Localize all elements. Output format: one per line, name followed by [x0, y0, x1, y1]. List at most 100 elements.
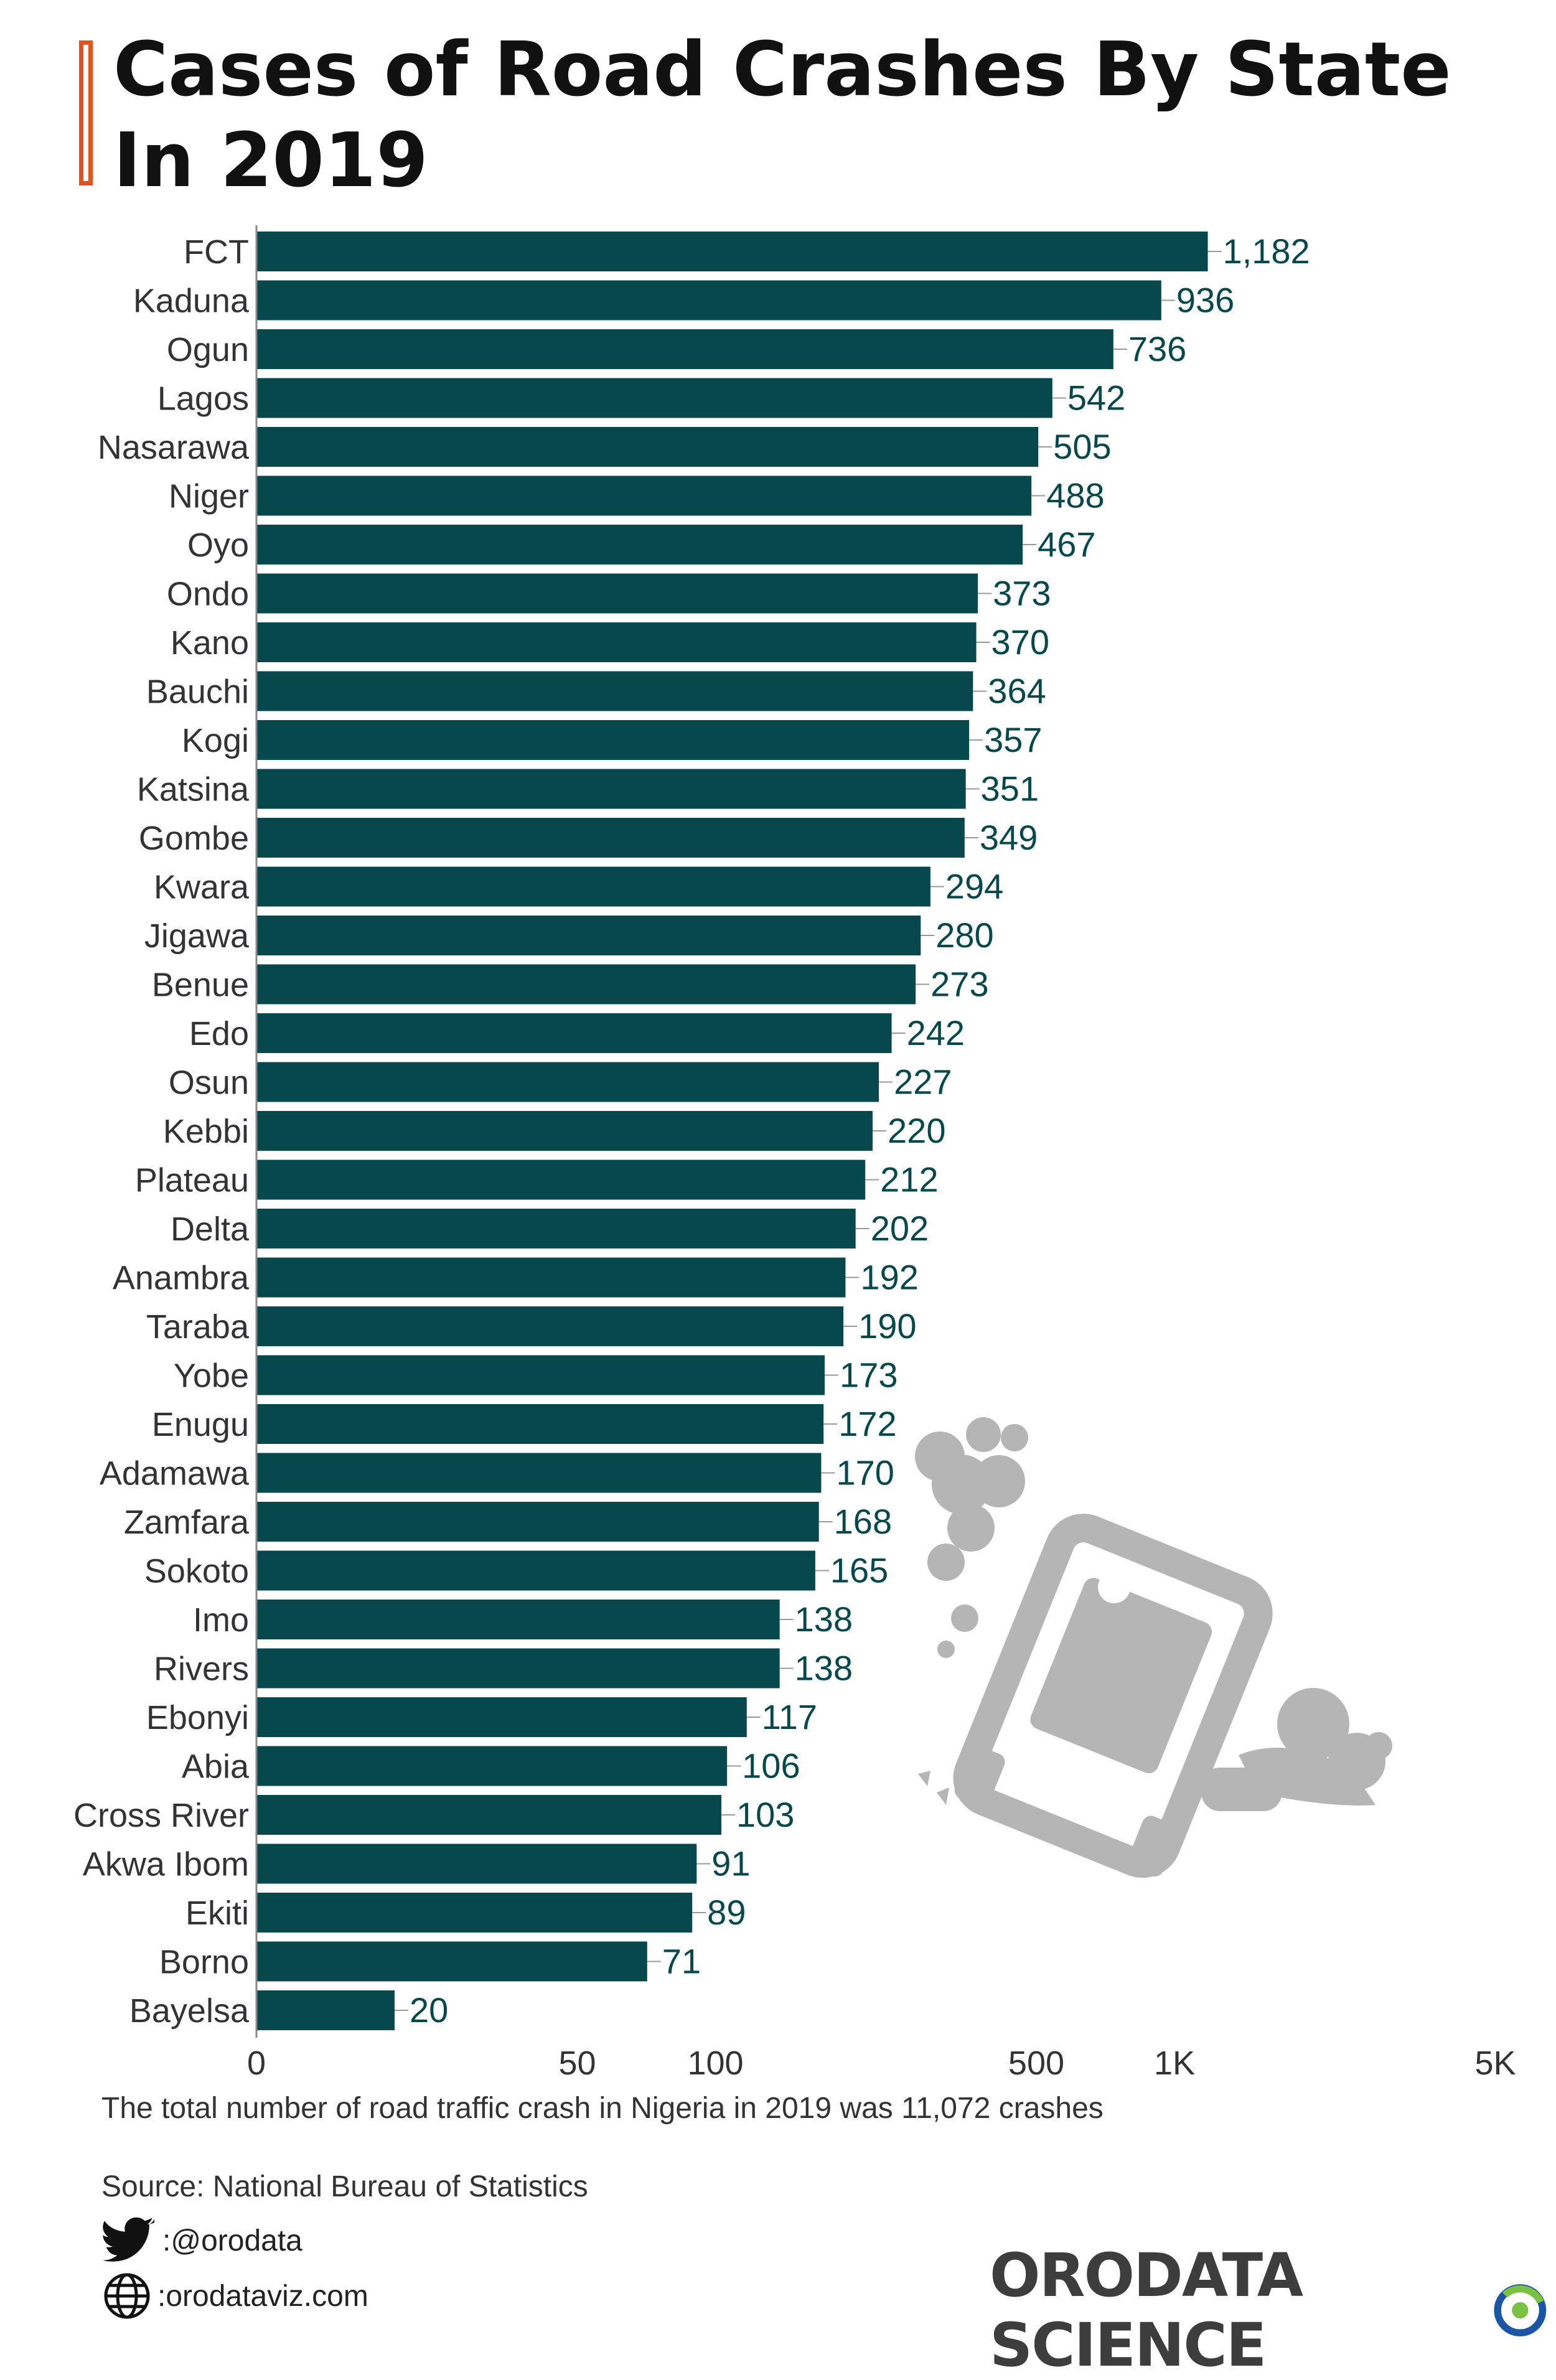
twitter-handle-text: :@orodata [162, 2224, 302, 2257]
value-label: 172 [838, 1404, 896, 1443]
brand-ring-icon [1494, 2284, 1547, 2336]
bar-kaduna [256, 280, 1161, 321]
value-label: 370 [991, 622, 1049, 662]
category-label: Osun [169, 1064, 249, 1102]
bar-kwara [256, 866, 930, 907]
value-label: 170 [836, 1453, 894, 1492]
bar-anambra [256, 1257, 846, 1298]
x-tick-label: 0 [247, 2045, 266, 2082]
value-label: 1,182 [1223, 232, 1310, 271]
category-label: Niger [169, 478, 249, 515]
bar-delta [256, 1209, 856, 1249]
bar-kano [256, 622, 977, 662]
value-label: 364 [988, 672, 1046, 711]
car-crash-illustration [915, 1417, 1392, 1878]
category-label: Delta [171, 1211, 250, 1248]
category-label: Zamfara [124, 1504, 250, 1541]
chart-title: Cases of Road Crashes By State In 2019 [113, 27, 1451, 204]
bar-zamfara [256, 1502, 819, 1542]
value-label: 373 [993, 574, 1051, 613]
bar-edo [256, 1013, 892, 1053]
value-label: 117 [762, 1697, 817, 1736]
value-label: 227 [894, 1062, 952, 1102]
bar-adamawa [256, 1453, 822, 1493]
x-tick-label: 1K [1154, 2045, 1195, 2082]
value-label: 173 [840, 1356, 898, 1395]
category-label: Sokoto [144, 1553, 249, 1590]
bar-rivers [256, 1648, 780, 1689]
bar-fct [256, 232, 1208, 271]
category-label: Benue [152, 967, 249, 1004]
category-label: Cross River [73, 1797, 249, 1834]
category-label: Rivers [154, 1651, 249, 1688]
x-tick-label: 100 [687, 2045, 743, 2082]
value-label: 736 [1128, 329, 1186, 368]
value-label: 242 [907, 1013, 965, 1052]
value-label: 71 [662, 1942, 701, 1981]
value-label: 190 [858, 1306, 916, 1346]
value-label: 357 [984, 720, 1042, 759]
bar-benue [256, 964, 916, 1005]
value-label: 91 [711, 1844, 750, 1883]
category-label: Ogun [167, 331, 249, 368]
bar-katsina [256, 769, 966, 809]
category-label: Katsina [137, 771, 250, 808]
category-label: Kwara [154, 869, 250, 906]
value-label: 192 [860, 1258, 918, 1297]
category-label: Anambra [113, 1260, 250, 1297]
value-label: 505 [1053, 427, 1111, 466]
x-tick-label: 500 [1008, 2045, 1064, 2082]
category-label: Borno [159, 1944, 249, 1981]
twitter-handle[interactable]: :@orodata [101, 2216, 302, 2265]
website-text: :orodataviz.com [157, 2279, 368, 2313]
category-label: Akwa Ibom [83, 1846, 249, 1883]
category-label: Ekiti [185, 1895, 249, 1932]
category-label: Ebonyi [146, 1699, 249, 1736]
value-label: 294 [945, 867, 1003, 906]
bar-enugu [256, 1404, 824, 1444]
value-label: 212 [880, 1160, 938, 1199]
category-label: Bauchi [146, 673, 249, 711]
x-tick-label: 5K [1474, 2045, 1516, 2082]
category-label: Enugu [152, 1406, 249, 1443]
value-label: 542 [1067, 378, 1125, 418]
bar-niger [256, 476, 1032, 516]
value-label: 280 [935, 916, 993, 955]
value-label: 138 [795, 1649, 853, 1688]
value-label: 273 [930, 965, 988, 1004]
bar-osun [256, 1062, 879, 1102]
bar-taraba [256, 1306, 844, 1346]
value-label: 202 [871, 1209, 929, 1248]
value-label: 351 [981, 769, 1039, 808]
brand-logo: ORODATA SCIENCE [990, 2241, 1556, 2380]
bar-oyo [256, 525, 1023, 565]
bar-ondo [256, 573, 978, 614]
bar-imo [256, 1600, 780, 1639]
category-label: Gombe [139, 820, 249, 857]
category-label: Ondo [167, 576, 249, 613]
value-label: 103 [736, 1795, 794, 1834]
category-label: Taraba [146, 1308, 250, 1346]
value-label: 20 [410, 1990, 448, 2030]
bar-kebbi [256, 1111, 873, 1151]
category-label: FCT [184, 233, 249, 271]
category-label: Bayelsa [129, 1992, 250, 2030]
category-label: Imo [193, 1601, 249, 1639]
category-label: Adamawa [100, 1455, 250, 1492]
bar-ekiti [256, 1893, 693, 1933]
category-label: Oyo [187, 527, 249, 564]
bar-chart: FCT 1,182 Kaduna 936 Ogun 736 Lagos 542 Nasarawa… [73, 225, 1516, 2082]
category-label: Jigawa [144, 917, 250, 955]
brand-name: ORODATA SCIENCE [990, 2241, 1303, 2380]
value-label: 89 [707, 1893, 746, 1932]
category-label: Kebbi [163, 1113, 249, 1150]
bar-akwa-ibom [256, 1844, 697, 1884]
value-label: 106 [742, 1746, 800, 1786]
bar-lagos [256, 378, 1052, 418]
bar-nasarawa [256, 427, 1039, 467]
source-note: Source: National Bureau of Statistics [101, 2170, 588, 2203]
value-label: 936 [1176, 281, 1234, 320]
title-accent-bar [79, 40, 93, 185]
website-link[interactable]: :orodataviz.com [101, 2270, 368, 2321]
value-label: 138 [795, 1600, 853, 1639]
